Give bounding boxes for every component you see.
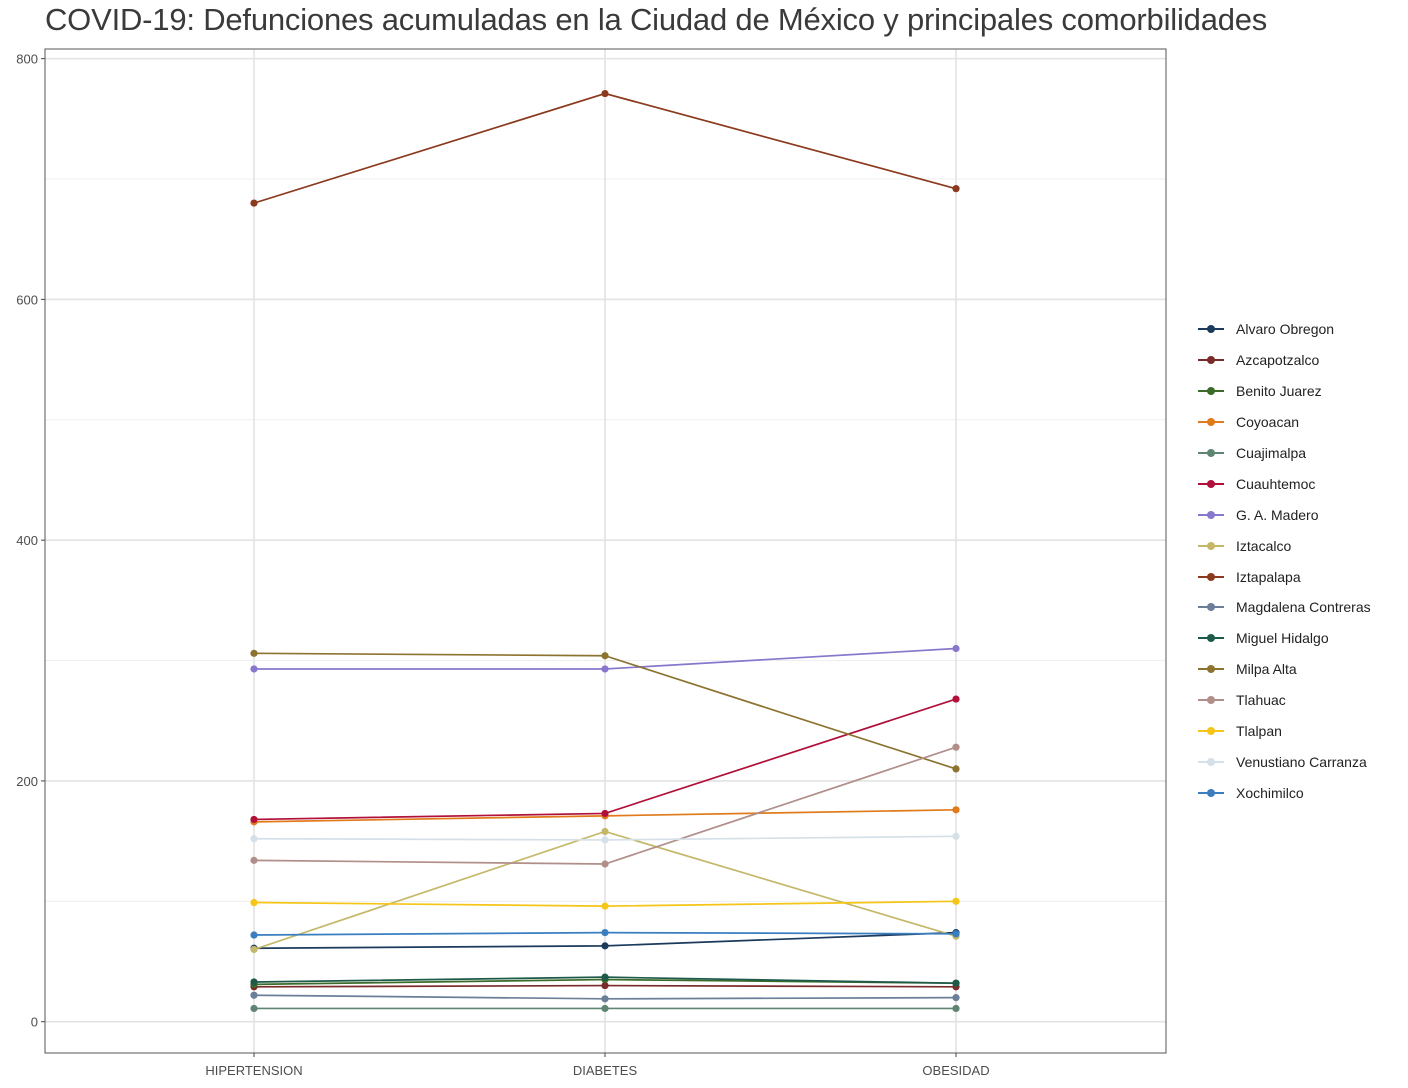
legend-item: Iztapalapa: [1196, 561, 1371, 592]
legend-key: [1196, 632, 1226, 644]
legend-label: Iztacalco: [1236, 537, 1292, 554]
legend-item: Magdalena Contreras: [1196, 592, 1371, 623]
legend-key: [1196, 571, 1226, 583]
data-point: [250, 815, 258, 824]
legend-label: Iztapalapa: [1236, 568, 1301, 585]
legend-key: [1196, 478, 1226, 490]
legend-label: Cuajimalpa: [1236, 445, 1307, 461]
data-point: [952, 644, 960, 653]
legend-label: Alvaro Obregon: [1236, 321, 1335, 338]
legend-label: Azcapotzalco: [1236, 352, 1320, 369]
legend-item: Xochimilco: [1196, 777, 1371, 808]
legend-item: Venustiano Carranza: [1196, 746, 1371, 777]
data-point: [601, 995, 609, 1003]
data-point: [250, 1004, 258, 1013]
legend-item: Azcapotzalco: [1196, 345, 1371, 376]
legend-item: Cuauhtemoc: [1196, 468, 1371, 499]
data-point: [952, 765, 960, 773]
legend-key: [1196, 509, 1226, 521]
y-tick-label: 600: [16, 292, 38, 307]
legend-item: Miguel Hidalgo: [1196, 623, 1371, 654]
data-point: [250, 835, 258, 843]
data-point: [250, 856, 258, 864]
legend-key: [1196, 663, 1226, 675]
legend-label: G. A. Madero: [1236, 506, 1319, 523]
data-point: [952, 185, 960, 193]
data-point: [601, 809, 609, 818]
y-tick-label: 0: [31, 1015, 38, 1030]
data-point: [601, 652, 609, 660]
legend-item: Coyoacan: [1196, 407, 1371, 438]
chart-title: COVID-19: Defunciones acumuladas en la C…: [45, 2, 1268, 37]
legend-label: Coyoacan: [1236, 414, 1300, 431]
data-point: [601, 860, 609, 868]
data-point: [250, 649, 258, 657]
data-point: [952, 897, 960, 905]
data-point: [250, 898, 258, 907]
legend-label: Venustiano Carranza: [1236, 753, 1367, 770]
data-point: [601, 973, 609, 981]
legend-item: Milpa Alta: [1196, 654, 1371, 685]
data-point: [601, 665, 609, 673]
data-point: [952, 695, 960, 703]
legend-key: [1196, 756, 1226, 768]
data-point: [601, 929, 609, 937]
plot-border: [44, 48, 1167, 1054]
legend-label: Benito Juarez: [1236, 383, 1322, 400]
legend-key: [1196, 323, 1226, 335]
data-point: [601, 836, 609, 844]
legend-label: Xochimilco: [1236, 784, 1304, 801]
legend-label: Magdalena Contreras: [1236, 599, 1371, 616]
legend-key: [1196, 447, 1226, 459]
y-tick-label: 200: [16, 774, 38, 789]
legend-label: Miguel Hidalgo: [1236, 630, 1329, 647]
legend-key: [1196, 385, 1226, 397]
legend-key: [1196, 416, 1226, 428]
x-tick-label: OBESIDAD: [922, 1063, 989, 1078]
legend-key: [1196, 354, 1226, 366]
data-point: [952, 979, 960, 987]
legend-item: Iztacalco: [1196, 530, 1371, 561]
data-point: [250, 978, 258, 986]
data-point: [601, 902, 609, 910]
data-point: [601, 89, 609, 98]
legend-item: Benito Juarez: [1196, 376, 1371, 407]
legend-item: Alvaro Obregon: [1196, 314, 1371, 345]
x-tick-label: DIABETES: [573, 1063, 638, 1078]
legend-item: G. A. Madero: [1196, 499, 1371, 530]
legend-key: [1196, 787, 1226, 799]
data-point: [952, 994, 960, 1002]
data-point: [952, 930, 960, 938]
legend-item: Cuajimalpa: [1196, 438, 1371, 469]
legend-item: Tlalpan: [1196, 716, 1371, 747]
x-tick-label: HIPERTENSION: [205, 1063, 302, 1078]
data-point: [952, 743, 960, 751]
legend-key: [1196, 601, 1226, 613]
legend: Alvaro Obregon Azcapotzalco Benito Juarez C…: [1196, 314, 1371, 808]
legend-key: [1196, 540, 1226, 552]
legend-key: [1196, 725, 1226, 737]
data-point: [250, 991, 258, 999]
data-point: [250, 665, 258, 673]
legend-label: Cuauhtemoc: [1236, 475, 1316, 492]
legend-item: Tlahuac: [1196, 685, 1371, 716]
y-tick-label: 400: [16, 533, 38, 548]
data-point: [601, 827, 609, 836]
data-point: [601, 981, 609, 990]
legend-label: Milpa Alta: [1236, 661, 1297, 678]
legend-label: Tlahuac: [1236, 692, 1286, 709]
data-point: [250, 945, 258, 954]
data-point: [952, 806, 960, 814]
data-point: [601, 942, 609, 950]
data-point: [250, 199, 258, 207]
data-point: [250, 931, 258, 939]
data-point: [952, 832, 960, 840]
legend-key: [1196, 694, 1226, 706]
y-tick-label: 800: [16, 52, 38, 67]
data-point: [601, 1004, 609, 1013]
data-point: [952, 1004, 960, 1013]
legend-label: Tlalpan: [1236, 723, 1282, 740]
